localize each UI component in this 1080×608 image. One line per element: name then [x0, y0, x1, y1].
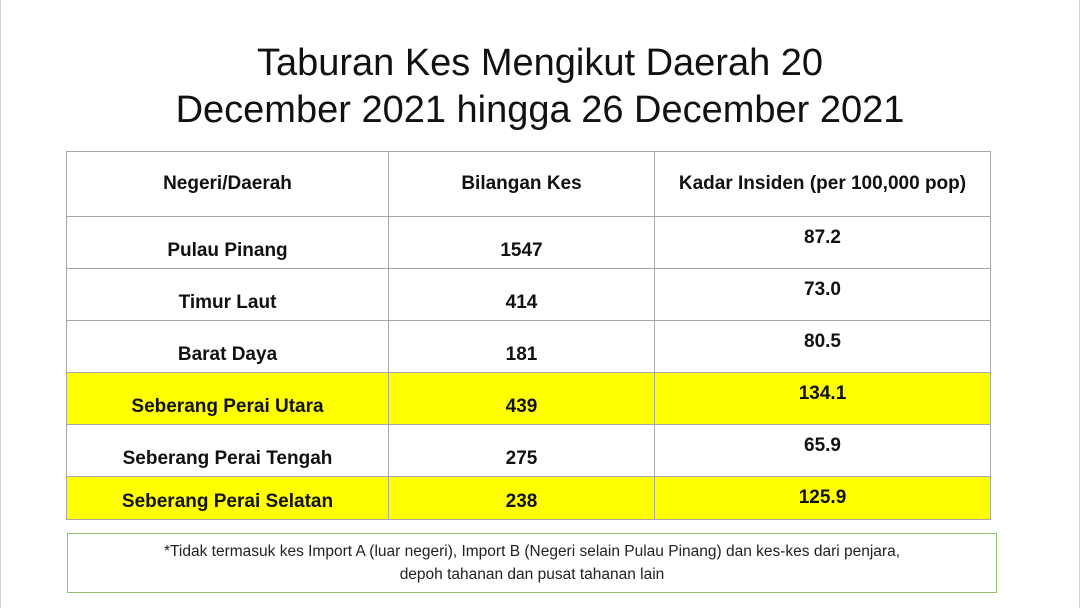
region-name: Seberang Perai Selatan	[66, 476, 389, 520]
case-count: 181	[388, 320, 655, 373]
incidence-rate: 125.9	[654, 476, 991, 520]
table-row: Timur Laut 414 73.0	[66, 268, 991, 321]
case-count: 1547	[388, 216, 655, 269]
table-header-row: Negeri/Daerah Bilangan Kes Kadar Insiden…	[66, 151, 991, 217]
table-row: Pulau Pinang 1547 87.2	[66, 216, 991, 269]
region-name: Barat Daya	[66, 320, 389, 373]
page-title-line-1: Taburan Kes Mengikut Daerah 20	[256, 42, 824, 84]
region-name: Seberang Perai Utara	[66, 372, 389, 425]
header-region: Negeri/Daerah	[66, 151, 389, 217]
incidence-rate: 80.5	[654, 320, 991, 373]
case-count: 275	[388, 424, 655, 477]
incidence-rate: 65.9	[654, 424, 991, 477]
region-name: Pulau Pinang	[66, 216, 389, 269]
table-row-highlighted: Seberang Perai Utara 439 134.1	[66, 372, 991, 425]
footnote-line-2: depoh tahanan dan pusat tahanan lain	[399, 566, 665, 583]
case-count: 439	[388, 372, 655, 425]
page-title-line-2: December 2021 hingga 26 December 2021	[175, 89, 905, 131]
incidence-rate: 87.2	[654, 216, 991, 269]
case-count: 238	[388, 476, 655, 520]
case-count: 414	[388, 268, 655, 321]
header-case-count: Bilangan Kes	[388, 151, 655, 217]
table-row: Seberang Perai Tengah 275 65.9	[66, 424, 991, 477]
footnote-box: *Tidak termasuk kes Import A (luar neger…	[67, 533, 997, 593]
region-name: Timur Laut	[66, 268, 389, 321]
cases-table: Negeri/Daerah Bilangan Kes Kadar Insiden…	[66, 151, 991, 520]
incidence-rate: 73.0	[654, 268, 991, 321]
region-name: Seberang Perai Tengah	[66, 424, 389, 477]
table-row-highlighted: Seberang Perai Selatan 238 125.9	[66, 476, 991, 520]
footnote-line-1: *Tidak termasuk kes Import A (luar neger…	[163, 543, 900, 560]
header-incidence-rate: Kadar Insiden (per 100,000 pop)	[654, 151, 991, 217]
incidence-rate: 134.1	[654, 372, 991, 425]
table-row: Barat Daya 181 80.5	[66, 320, 991, 373]
left-border	[0, 0, 1, 608]
